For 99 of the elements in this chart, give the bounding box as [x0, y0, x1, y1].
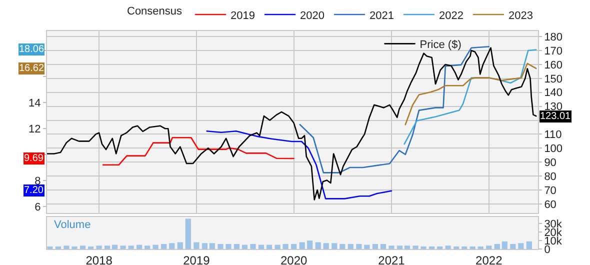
bar: [80, 246, 86, 249]
bar: [470, 246, 476, 249]
bar: [274, 244, 280, 249]
y2-tick-label: 130: [544, 101, 563, 114]
x-tick-label: 2022: [476, 253, 503, 265]
legend-label: 2022: [438, 10, 464, 22]
legend-label: 2021: [370, 10, 394, 22]
bar: [299, 242, 305, 249]
bar: [185, 218, 191, 249]
annotation: 9.69: [24, 153, 44, 164]
bar: [55, 246, 62, 249]
y2-tick-label: 70: [544, 184, 556, 197]
y2-tick-label: 80: [544, 170, 556, 183]
annotation: 18.06: [19, 44, 44, 55]
bar: [445, 246, 451, 249]
bar: [332, 243, 338, 249]
bar: [478, 246, 484, 249]
bar: [120, 246, 126, 249]
bar: [234, 244, 240, 249]
line-series: [206, 130, 392, 200]
bar: [282, 244, 288, 249]
bar: [486, 246, 492, 249]
bar: [404, 246, 410, 249]
y2-tick-label: 100: [544, 143, 563, 155]
y2-tick-label: 0: [544, 244, 550, 256]
y2-tick-label: 150: [544, 73, 563, 86]
bar: [437, 246, 443, 249]
bar: [169, 243, 175, 249]
line-series: [404, 49, 537, 145]
bar: [242, 244, 248, 249]
y-tick-label: 6: [34, 201, 41, 214]
y2-tick-label: 170: [544, 45, 563, 58]
bar: [64, 246, 70, 249]
bar: [226, 244, 232, 249]
y-tick-label: 14: [28, 97, 41, 110]
x-tick-label: 2018: [86, 253, 113, 265]
bar: [364, 244, 370, 249]
annotation: 16.62: [19, 63, 44, 74]
bar: [380, 244, 386, 249]
y2-tick-label: 90: [544, 156, 556, 169]
x-tick-label: 2020: [280, 253, 308, 265]
legend-title: Consensus: [127, 5, 183, 18]
bar: [72, 246, 78, 249]
legend-label: Price ($): [420, 38, 462, 51]
bar: [96, 246, 102, 249]
bar: [258, 244, 264, 249]
bar: [47, 246, 53, 249]
bar: [88, 246, 94, 249]
bar: [396, 246, 403, 249]
annotation: 7.20: [24, 185, 44, 196]
bar: [518, 243, 524, 249]
bar: [526, 241, 532, 249]
y2-tick-label: 140: [544, 87, 563, 100]
bar: [428, 246, 435, 249]
line-series: [404, 62, 537, 126]
bar: [177, 242, 183, 249]
line-series: [102, 136, 294, 166]
bar: [372, 244, 378, 249]
bar: [494, 244, 500, 249]
y2-tick-label: 160: [544, 59, 563, 72]
bar: [250, 244, 256, 249]
data-label: 123.01: [540, 111, 572, 122]
bar: [323, 243, 329, 249]
bar: [462, 246, 468, 249]
bar: [202, 243, 208, 249]
bar: [112, 244, 118, 249]
bar: [356, 244, 362, 249]
bar: [194, 242, 200, 249]
y-tick-label: 12: [28, 123, 41, 136]
bar: [412, 246, 418, 249]
legend-label: 2019: [230, 10, 256, 22]
y2-tick-label: 110: [544, 129, 562, 142]
bar: [502, 241, 508, 249]
legend-label: 2020: [300, 10, 324, 22]
x-tick-label: 2021: [378, 253, 406, 265]
legend-label: 2023: [508, 10, 533, 22]
bar: [340, 244, 346, 249]
x-tick-label: 2019: [183, 253, 210, 265]
bar: [218, 244, 224, 249]
annotation: Volume: [54, 219, 91, 231]
y-tick-label: 8: [34, 175, 41, 188]
bar: [209, 243, 215, 249]
y2-tick-label: 60: [544, 198, 556, 211]
bar: [348, 244, 354, 249]
y2-tick-label: 180: [544, 31, 563, 44]
bar: [152, 244, 158, 249]
bar: [454, 246, 460, 249]
bar: [388, 246, 394, 249]
bar: [136, 244, 142, 249]
bar: [128, 246, 134, 249]
bar: [420, 246, 426, 249]
bar: [315, 242, 321, 249]
bar: [266, 244, 272, 249]
bar: [144, 246, 150, 249]
bar: [104, 246, 110, 249]
bar: [307, 240, 313, 249]
bar: [510, 244, 516, 249]
bar: [161, 244, 167, 249]
bar: [291, 244, 297, 249]
